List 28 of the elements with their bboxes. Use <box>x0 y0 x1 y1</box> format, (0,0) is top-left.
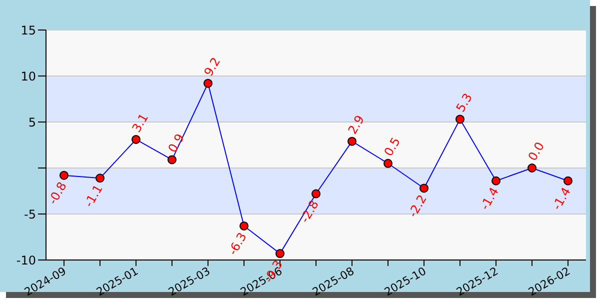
data-label: 0.5 <box>381 135 403 159</box>
point <box>60 170 68 180</box>
point <box>420 184 428 193</box>
data-label: 5.3 <box>453 90 475 114</box>
data-label: 9.2 <box>201 54 223 78</box>
point <box>312 189 320 198</box>
y-tick-label: 5 <box>28 115 36 130</box>
point <box>564 176 572 186</box>
point <box>204 78 212 88</box>
point <box>384 158 392 168</box>
y-tick-label: -10 <box>16 253 36 268</box>
y-tick-label: -5 <box>24 207 36 222</box>
data-label: 3.1 <box>129 111 151 135</box>
point <box>276 249 284 258</box>
point <box>348 136 356 146</box>
point <box>240 221 248 230</box>
data-label: 2.9 <box>345 112 367 136</box>
point <box>168 155 176 164</box>
point <box>132 134 140 144</box>
data-label: 0.9 <box>165 131 187 155</box>
point <box>528 164 536 172</box>
data-label: -1.1 <box>82 182 106 210</box>
data-label: 0.0 <box>525 140 547 164</box>
point <box>96 174 104 183</box>
y-tick-label: 15 <box>20 23 36 38</box>
point <box>492 176 500 186</box>
point <box>456 114 464 124</box>
y-tick-label: 10 <box>20 69 36 84</box>
